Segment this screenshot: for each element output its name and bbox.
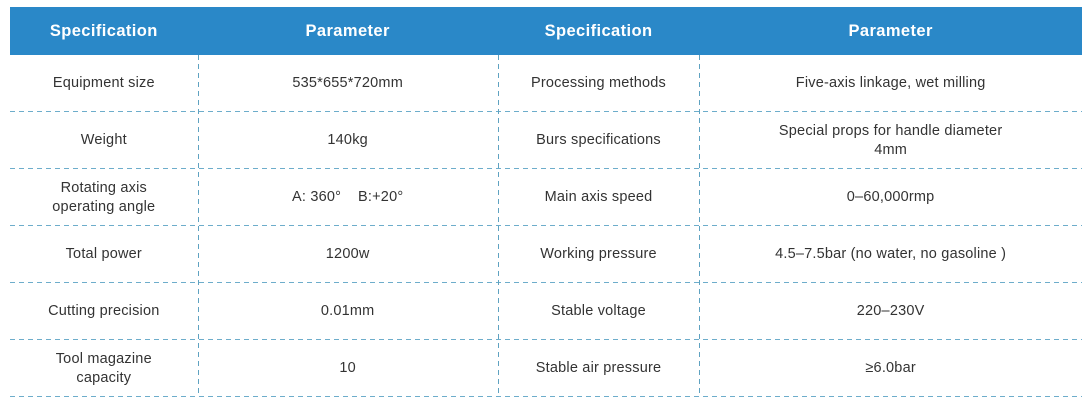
spec-cell: Total power <box>65 246 142 263</box>
param-cell: 0–60,000rmp <box>846 189 935 206</box>
param-cell: Special props for handle diameter 4mm <box>778 122 1003 158</box>
table-row: Cutting precision 0.01mm Stable voltage … <box>10 283 1082 340</box>
spec-cell: Tool magazine capacity <box>55 350 152 386</box>
table-row: Equipment size 535*655*720mm Processing … <box>10 55 1082 112</box>
spec-cell: Cutting precision <box>48 303 160 320</box>
table-row: Tool magazine capacity 10 Stable air pre… <box>10 340 1082 397</box>
param-cell: 4.5–7.5bar (no water, no gasoline ) <box>775 246 1007 263</box>
spec-cell: Equipment size <box>52 75 155 92</box>
spec-cell: Burs specifications <box>536 132 661 149</box>
spec-table: Specification Parameter Specification Pa… <box>10 7 1082 397</box>
spec-cell: Processing methods <box>531 75 666 92</box>
param-cell: 10 <box>339 360 356 377</box>
table-header: Specification Parameter Specification Pa… <box>10 7 1082 55</box>
param-cell: 140kg <box>327 132 368 149</box>
header-cell-param-right: Parameter <box>848 21 933 40</box>
spec-cell: Working pressure <box>540 246 657 263</box>
table-row: Weight 140kg Burs specifications Special… <box>10 112 1082 169</box>
spec-cell: Stable air pressure <box>535 360 662 377</box>
param-cell: Five-axis linkage, wet milling <box>795 75 986 92</box>
column-divider <box>699 55 701 397</box>
param-cell: ≥6.0bar <box>865 360 916 377</box>
param-cell: 535*655*720mm <box>292 75 403 92</box>
spec-cell: Rotating axis operating angle <box>52 179 156 215</box>
param-cell: 220–230V <box>856 303 925 320</box>
spec-cell: Main axis speed <box>544 189 653 206</box>
table-row: Total power 1200w Working pressure 4.5–7… <box>10 226 1082 283</box>
param-cell: A: 360° B:+20° <box>292 189 404 206</box>
spec-cell: Weight <box>80 132 127 149</box>
param-cell: 1200w <box>325 246 370 263</box>
header-cell-spec-right: Specification <box>544 21 653 40</box>
header-cell-spec-left: Specification <box>49 21 158 40</box>
column-divider <box>197 55 199 397</box>
header-cell-param-left: Parameter <box>305 21 390 40</box>
spec-cell: Stable voltage <box>551 303 646 320</box>
param-cell: 0.01mm <box>320 303 375 320</box>
table-body: Equipment size 535*655*720mm Processing … <box>10 55 1082 397</box>
column-divider <box>497 55 499 397</box>
table-row: Rotating axis operating angle A: 360° B:… <box>10 169 1082 226</box>
